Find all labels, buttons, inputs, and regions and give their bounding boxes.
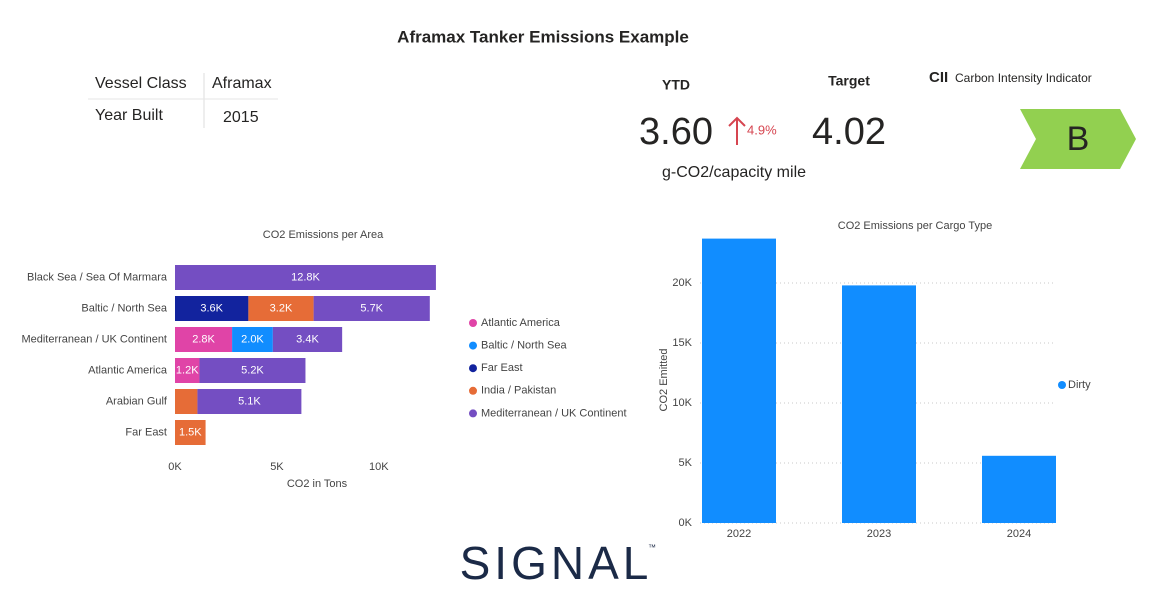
y-tick-label: 5K [679,457,693,469]
table-cell: Aframax [212,75,272,92]
data-label: 2.8K [192,333,215,345]
data-label: 5.2K [241,364,264,376]
dashboard-title: Aframax Tanker Emissions Example [397,27,689,46]
legend-marker [1058,381,1066,389]
kpi-label: YTD [662,77,690,93]
chart-title: CO2 Emissions per Area [263,229,384,241]
bar-segment [272,327,343,352]
data-label: 1.5K [179,426,202,438]
x-tick-label: 2023 [867,528,891,540]
table-cell: Year Built [95,107,163,124]
logo: SIGNAL [460,537,653,589]
y-tick-label: Baltic / North Sea [81,302,167,314]
y-axis-label: CO2 Emitted [658,349,670,412]
data-label: 5.1K [238,395,261,407]
legend-marker [469,319,477,327]
legend-label: Baltic / North Sea [481,340,567,352]
legend-label: Mediterranean / UK Continent [481,407,627,419]
y-tick-label: 20K [672,277,692,289]
bar-segment [197,389,302,414]
y-tick-label: Far East [125,426,167,438]
y-tick-label: Mediterranean / UK Continent [21,333,167,345]
data-label: 3.4K [296,333,319,345]
x-tick-label: 10K [369,461,389,473]
data-label: 2.0K [241,333,264,345]
logo-mark: ™ [648,543,656,552]
bar [702,238,776,523]
bar-segment [175,296,249,321]
kpi-value: 4.02 [812,111,886,153]
legend-label: Far East [481,362,523,374]
legend-marker [469,386,477,395]
legend-label: Atlantic America [481,317,561,329]
trend-arrow [728,116,746,145]
x-tick-label: 0K [168,461,182,473]
data-label: 5.7K [360,302,383,314]
table-cell: Vessel Class [95,75,187,92]
data-label: 3.6K [200,302,223,314]
legend-marker [469,341,477,350]
bar-segment [175,420,206,445]
x-tick-label: 5K [270,461,284,473]
bar [982,455,1056,523]
x-axis-label: CO2 in Tons [287,478,348,490]
legend-marker [469,409,477,418]
data-label: 1.2K [176,364,199,376]
bar-segment [175,265,436,290]
cii-abbr: CII [929,69,948,86]
bar-segment [175,327,233,352]
cii-grade: B [1067,120,1090,158]
bar-segment [313,296,430,321]
kpi-value: 3.60 [639,111,713,153]
legend-marker [469,364,477,373]
cii-label: Carbon Intensity Indicator [955,71,1092,85]
chart-title: CO2 Emissions per Cargo Type [838,220,992,232]
kpi-change: 4.9% [747,122,777,137]
bar-segment [248,296,314,321]
bar-segment [199,358,306,383]
kpi-unit: g-CO2/capacity mile [662,164,806,181]
bar [842,285,916,523]
y-tick-label: Arabian Gulf [106,395,168,407]
kpi-label: Target [828,73,870,89]
bar-segment [175,358,200,383]
legend-label: Dirty [1068,379,1091,391]
x-tick-label: 2024 [1007,528,1031,540]
x-tick-label: 2022 [727,528,751,540]
cii-badge [1020,109,1136,169]
table-cell: 2015 [223,109,259,126]
y-tick-label: 10K [672,397,692,409]
data-label: 12.8K [291,271,320,283]
y-tick-label: 0K [679,517,693,529]
y-tick-label: Atlantic America [88,364,168,376]
bar-segment [232,327,273,352]
y-tick-label: Black Sea / Sea Of Marmara [27,271,168,283]
legend-label: India / Pakistan [481,385,556,397]
data-label: 3.2K [270,302,293,314]
y-tick-label: 15K [672,337,692,349]
bar-segment [175,389,198,414]
